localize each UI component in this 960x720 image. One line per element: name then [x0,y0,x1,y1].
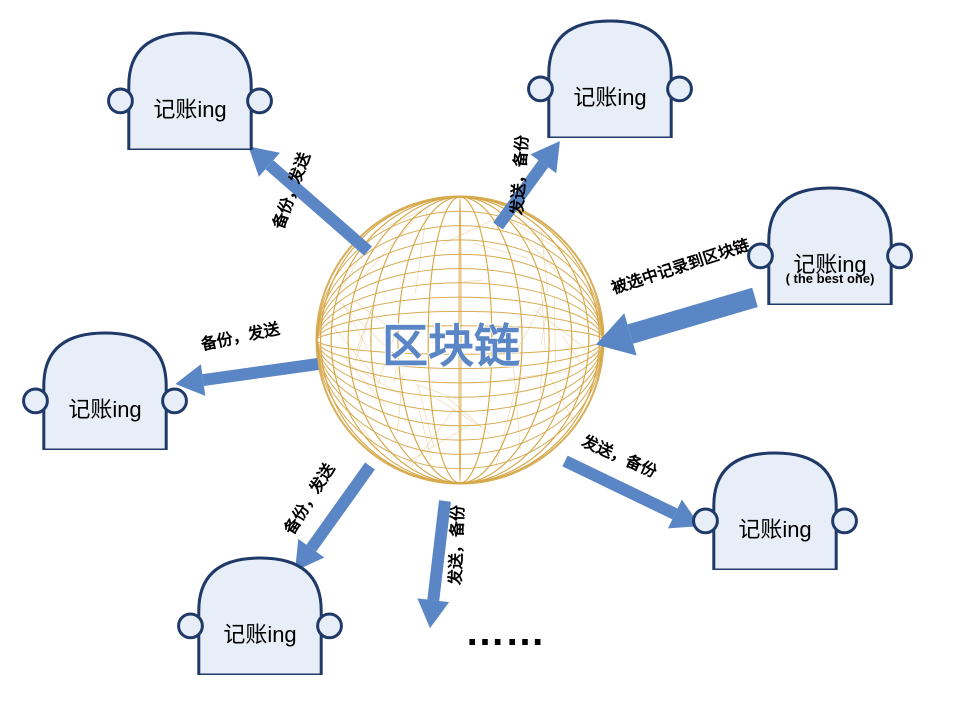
robot-label: 记账ing [525,80,695,112]
robot-label: 记账ing [175,617,345,649]
robot-sublabel: ( the best one) [745,271,915,286]
center-label: 区块链 [382,310,520,376]
ellipsis: …… [465,610,545,655]
diagram-stage: 区块链 …… 备份，发送发送，备份被选中记录到区块链备份，发送发送，备份备份，发… [0,0,960,720]
robot-node: 记账ing [525,8,695,138]
edge-label: 备份，发送 [198,315,281,355]
arrow [173,348,320,400]
robot-label: 记账ing [105,92,275,124]
robot-label: 记账ing [20,392,190,424]
edge-label: 发送，备份 [442,505,469,586]
robot-node: 记账ing( the best one) [745,175,915,305]
robot-node: 记账ing [105,20,275,150]
robot-node: 记账ing [690,440,860,570]
robot-node: 记账ing [20,320,190,450]
robot-label: 记账ing [690,512,860,544]
robot-node: 记账ing [175,545,345,675]
